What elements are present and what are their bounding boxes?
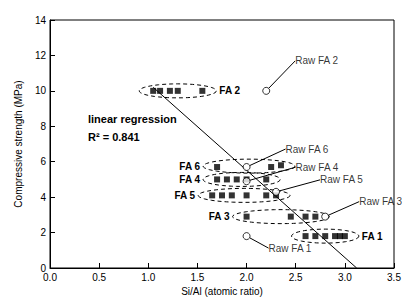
svg-text:2.0: 2.0 — [240, 272, 254, 283]
svg-text:14: 14 — [35, 15, 47, 26]
svg-text:2: 2 — [40, 227, 46, 238]
svg-text:10: 10 — [35, 85, 47, 96]
svg-text:FA 6: FA 6 — [179, 161, 200, 172]
svg-text:FA 1: FA 1 — [362, 231, 383, 242]
svg-text:3.5: 3.5 — [387, 272, 401, 283]
svg-text:3.0: 3.0 — [338, 272, 352, 283]
svg-text:1.0: 1.0 — [141, 272, 155, 283]
svg-text:2.5: 2.5 — [289, 272, 303, 283]
svg-text:linear regression: linear regression — [88, 113, 177, 125]
svg-text:Si/Al (atomic ratio): Si/Al (atomic ratio) — [181, 286, 263, 297]
svg-text:4: 4 — [40, 192, 46, 203]
svg-text:R² = 0.841: R² = 0.841 — [88, 131, 140, 143]
svg-text:FA 2: FA 2 — [219, 85, 240, 96]
svg-text:0: 0 — [40, 262, 46, 274]
svg-text:8: 8 — [40, 121, 46, 132]
svg-text:Raw FA 1: Raw FA 1 — [269, 243, 312, 254]
svg-text:12: 12 — [35, 50, 47, 61]
svg-text:Compressive strength (MPa): Compressive strength (MPa) — [13, 80, 24, 207]
svg-text:Raw FA 4: Raw FA 4 — [296, 162, 339, 173]
svg-text:1.5: 1.5 — [190, 272, 204, 283]
svg-text:0.0: 0.0 — [43, 272, 57, 283]
svg-text:FA 4: FA 4 — [179, 174, 200, 185]
svg-text:0.5: 0.5 — [92, 272, 106, 283]
svg-text:Raw FA 6: Raw FA 6 — [286, 144, 329, 155]
svg-text:Raw FA 2: Raw FA 2 — [295, 55, 338, 66]
svg-text:Raw FA 5: Raw FA 5 — [320, 174, 363, 185]
svg-text:Raw FA 3: Raw FA 3 — [359, 196, 402, 207]
svg-text:6: 6 — [40, 156, 46, 167]
svg-text:FA 5: FA 5 — [174, 190, 195, 201]
svg-text:FA 3: FA 3 — [209, 211, 230, 222]
